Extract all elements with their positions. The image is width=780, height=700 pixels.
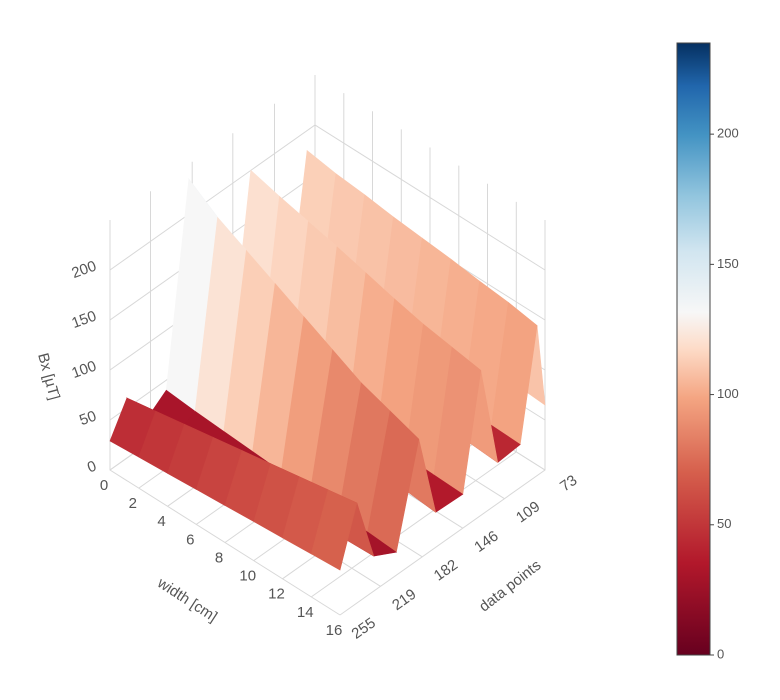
colorbar-tick-label: 150 bbox=[717, 256, 739, 271]
z-tick-label: 50 bbox=[77, 408, 98, 430]
y-tick-label: 182 bbox=[431, 556, 461, 584]
y-tick-label: 219 bbox=[389, 586, 419, 614]
x-tick-label: 10 bbox=[239, 568, 256, 585]
y-tick-label: 255 bbox=[349, 614, 379, 642]
z-tick-label: 0 bbox=[85, 458, 99, 477]
y-tick-label: 109 bbox=[513, 498, 543, 526]
z-tick-label: 150 bbox=[69, 308, 98, 333]
colorbar bbox=[676, 42, 711, 656]
z-axis-title: Bx [µT] bbox=[34, 351, 63, 402]
x-tick-label: 2 bbox=[129, 495, 137, 512]
grid-line bbox=[109, 220, 341, 616]
x-tick-label: 4 bbox=[157, 513, 165, 530]
x-tick-label: 14 bbox=[297, 604, 314, 621]
colorbar-tick-label: 0 bbox=[717, 646, 724, 661]
x-tick-label: 6 bbox=[186, 531, 194, 548]
surface bbox=[109, 149, 546, 571]
colorbar-tick-label: 100 bbox=[717, 386, 739, 401]
x-axis-title: width [cm] bbox=[154, 574, 221, 626]
colorbar-tick-label: 50 bbox=[717, 516, 731, 531]
x-tick-label: 16 bbox=[326, 622, 343, 639]
y-tick-label: 146 bbox=[471, 528, 501, 556]
x-tick-label: 12 bbox=[268, 586, 285, 603]
x-tick-label: 0 bbox=[100, 477, 108, 494]
y-axis-title: data points bbox=[476, 557, 544, 616]
y-tick-label: 73 bbox=[557, 472, 580, 495]
surface-patch bbox=[310, 489, 358, 571]
z-tick-label: 100 bbox=[69, 358, 98, 383]
x-tick-label: 8 bbox=[215, 549, 223, 566]
colorbar-tick-label: 200 bbox=[717, 126, 739, 141]
z-tick-label: 200 bbox=[69, 258, 98, 283]
